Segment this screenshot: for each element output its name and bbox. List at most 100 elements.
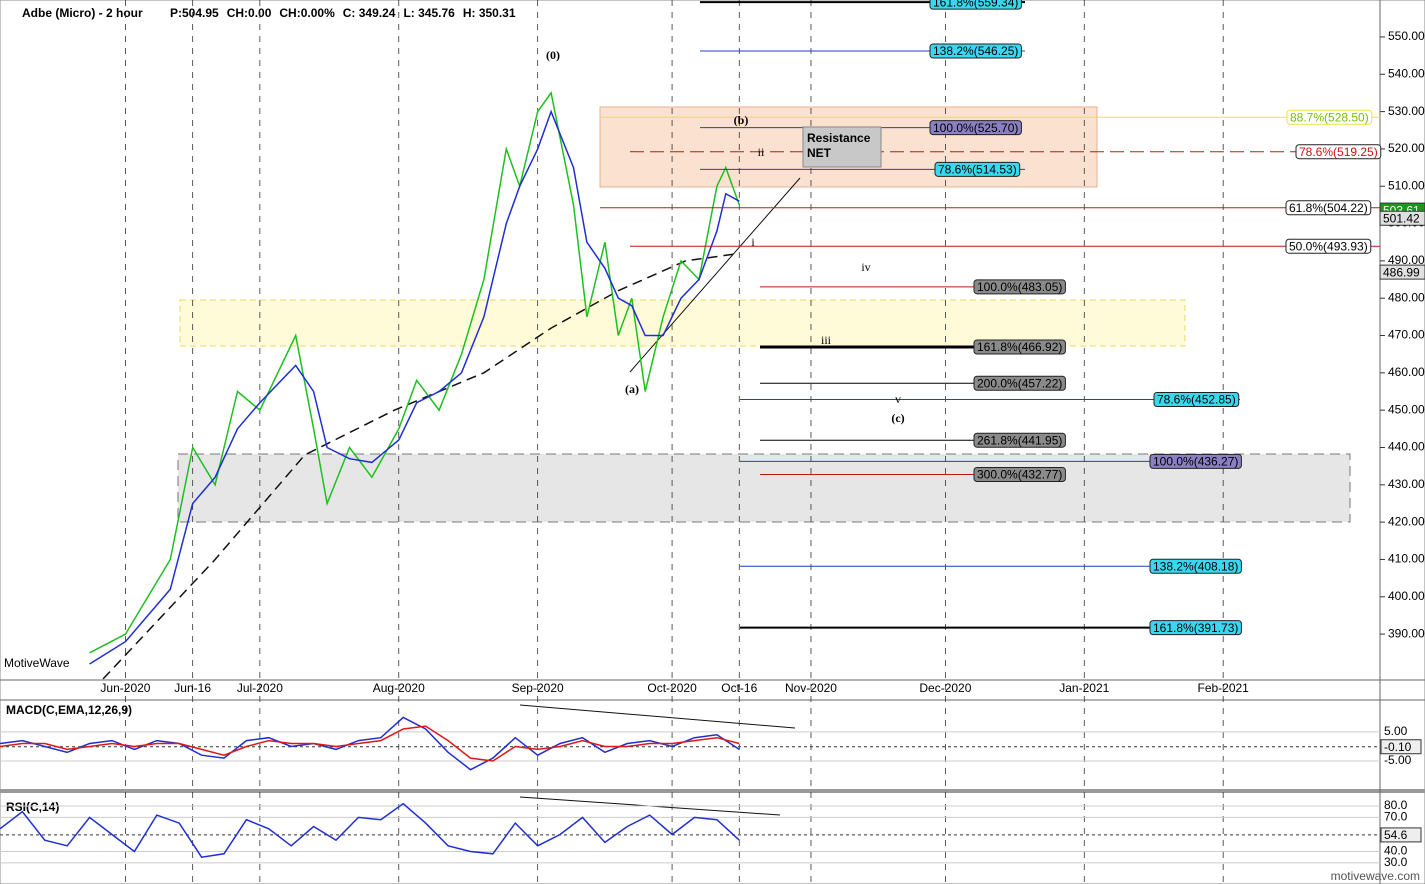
fib-label-box [1149,453,1242,469]
y-tick-label: 420.00 [1388,514,1425,528]
x-tick-label: Jun-16 [174,681,211,695]
panel-title: RSI(C,14) [6,800,59,814]
fib-label: 100.0%(525.70) [933,121,1018,135]
fib-label-box [1285,200,1372,216]
fib-label-box [929,43,1022,59]
current-badge [1380,739,1422,755]
note-text: NET [807,146,832,160]
current-label: 54.6 [1384,828,1408,842]
fib-label: 78.6%(452.85) [1157,393,1236,407]
header-value: CH:0.00 [227,6,272,20]
fib-label-box [973,375,1066,391]
wave-label: v [895,392,901,406]
price-badge [1379,210,1425,226]
fib-label: 50.0%(493.93) [1289,239,1368,253]
fib-label: 161.8%(391.73) [1153,621,1238,635]
wave-label: iv [861,260,870,274]
y-tick-label: 540.00 [1388,66,1425,80]
fib-label: 78.6%(519.25) [1299,145,1378,159]
y-tick-label: 490.00 [1388,253,1425,267]
fib-label-box [1153,392,1240,408]
y-tick-label: 410.00 [1388,552,1425,566]
fib-label-box [1149,620,1242,636]
wave-label: (a) [625,382,639,396]
price-line [89,91,741,654]
fib-label-box [934,161,1021,177]
fib-label: 261.8%(441.95) [977,433,1062,447]
chart-title: Adbe (Micro) - 2 hour [22,6,143,20]
x-tick-label: Aug-2020 [373,681,425,695]
y-tick-label: 510.00 [1388,178,1425,192]
panel-title: MACD(C,EMA,12,26,9) [6,703,132,717]
y-tick-label: 390.00 [1388,626,1425,640]
fib-label: 300.0%(432.77) [977,468,1062,482]
fib-label-box [929,120,1022,136]
y-tick-label: 70.0 [1384,810,1408,824]
fib-label-box [1149,558,1242,574]
x-tick-label: Nov-2020 [785,681,837,695]
fib-label: 200.0%(457.22) [977,376,1062,390]
current-label: -0.10 [1384,740,1412,754]
fib-label-box [1285,238,1372,254]
indicator-line [0,802,740,859]
current-badge [1380,827,1422,843]
x-tick-label: Jul-2020 [237,681,283,695]
fib-label: 161.8%(466.92) [977,340,1062,354]
fib-label: 61.8%(504.22) [1289,201,1368,215]
wave-label: iii [821,333,832,347]
price-badge-label: 486.99 [1383,265,1420,279]
x-tick-label: Sep-2020 [512,681,564,695]
y-tick-label: 480.00 [1388,290,1425,304]
fib-label-box [973,279,1066,295]
price-line [89,109,740,665]
fib-label: 100.0%(483.05) [977,280,1062,294]
fib-label-box [929,0,1022,10]
y-tick-label: 470.00 [1388,328,1425,342]
divergence-line [519,704,796,729]
fib-label-box [1295,144,1382,160]
fib-label: 100.0%(436.27) [1153,455,1238,469]
fib-label: 138.2%(546.25) [933,44,1018,58]
wave-label: i [751,235,755,249]
y-tick-label: 80.0 [1384,798,1408,812]
fib-label-box [973,339,1066,355]
wave-label: (b) [734,113,749,127]
x-tick-label: Oct-16 [721,681,757,695]
y-tick-label: 430.00 [1388,477,1425,491]
watermark: MotiveWave [4,656,70,670]
wave-label: ii [758,145,765,159]
y-tick-label: 450.00 [1388,402,1425,416]
y-tick-label: 40.0 [1384,844,1408,858]
x-tick-label: Dec-2020 [919,681,971,695]
note-box [802,126,882,168]
x-tick-label: Jan-2021 [1059,681,1109,695]
price-badge [1379,264,1425,280]
note-text: Resistance [807,131,871,145]
indicator-line [0,725,740,762]
fib-label: 88.7%(528.50) [1290,110,1369,124]
header-value: P:504.95 [170,6,219,20]
wave-label: (c) [891,411,904,425]
wave-label: (0) [546,48,560,62]
header-value: H: 350.31 [463,6,516,20]
fib-label-box [973,466,1066,482]
header-value: L: 345.76 [403,6,455,20]
x-tick-label: Oct-2020 [647,681,697,695]
y-tick-label: 530.00 [1388,104,1425,118]
fib-label: 138.2%(408.18) [1153,559,1238,573]
fib-label-box [1286,109,1373,125]
price-badge-label: 501.42 [1383,211,1420,225]
y-tick-label: 550.00 [1388,29,1425,43]
y-tick-label: 30.0 [1384,855,1408,869]
y-tick-label: 5.00 [1384,724,1408,738]
footer: motivewave.com [1331,869,1420,883]
y-tick-label: 520.00 [1388,141,1425,155]
fib-label: 161.8%(559.34) [933,0,1018,9]
header-value: CH:0.00% [279,6,335,20]
y-tick-label: -5.00 [1384,753,1412,767]
y-tick-label: 440.00 [1388,440,1425,454]
y-tick-label: 400.00 [1388,589,1425,603]
x-tick-label: Jun-2020 [100,681,150,695]
support-zone [179,299,1186,347]
